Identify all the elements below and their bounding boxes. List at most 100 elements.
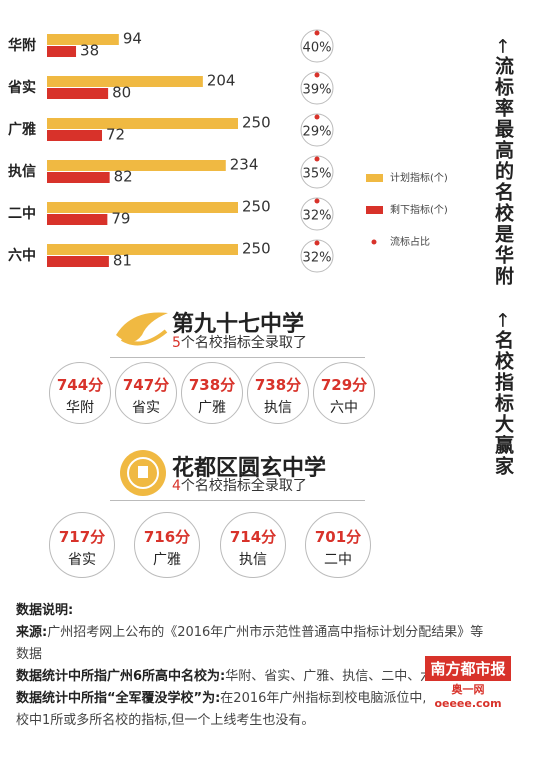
target-school: 六中 <box>330 400 358 416</box>
value-label: 250 <box>242 198 271 216</box>
score-circle: 729分六中 <box>313 362 375 424</box>
ratio-circle <box>300 29 334 63</box>
ratio-label: 39% <box>303 83 332 98</box>
bar <box>47 160 226 171</box>
ratio-label: 35% <box>303 167 332 182</box>
target-school: 省实 <box>132 400 160 416</box>
subtitle-text: 个名校指标全录取了 <box>180 478 307 494</box>
bar <box>47 46 77 57</box>
score: 717分 <box>58 528 106 546</box>
subtitle-text: 个名校指标全录取了 <box>180 335 307 351</box>
score-circle: 738分执信 <box>247 362 309 424</box>
ratio-label: 32% <box>303 209 332 224</box>
score: 716分 <box>143 528 191 546</box>
score-circle: 747分省实 <box>115 362 177 424</box>
target-school: 广雅 <box>153 552 181 568</box>
note-label: 来源: <box>16 625 48 640</box>
value-label: 72 <box>106 126 125 144</box>
school-name: 第九十七中学 <box>172 312 305 337</box>
value-label: 79 <box>111 210 130 228</box>
target-school: 二中 <box>324 552 352 568</box>
bar <box>47 88 109 99</box>
value-label: 234 <box>230 156 259 174</box>
target-school: 执信 <box>264 400 292 416</box>
bar <box>47 214 108 225</box>
score: 738分 <box>188 376 236 394</box>
target-school: 执信 <box>239 552 267 568</box>
score-circle: 701分二中 <box>305 512 371 578</box>
bar <box>47 118 238 129</box>
legend-marker <box>366 174 383 182</box>
ratio-circle <box>300 71 334 105</box>
value-label: 250 <box>242 114 271 132</box>
score: 747分 <box>122 376 170 394</box>
bar-chart: 华附 94 38 40% 省实 204 80 39% 广雅 250 72 29% 执信 234 82 35% 二… <box>7 29 448 273</box>
note-label: 数据统计中所指“全军覆没学校”为: <box>16 691 221 706</box>
note-text: 华附、省实、广雅、执信、二中、六中 <box>225 669 447 684</box>
school-logo <box>120 450 166 496</box>
legend-marker <box>371 239 377 245</box>
ratio-circle <box>300 113 334 147</box>
score-circle: 738分广雅 <box>181 362 243 424</box>
target-school: 省实 <box>68 552 96 568</box>
category-label: 二中 <box>8 205 36 222</box>
target-school: 华附 <box>66 400 94 416</box>
count: 5 <box>172 335 181 351</box>
score: 714分 <box>229 528 277 546</box>
logo: 南方都市报 奥一网 oeeee.com <box>425 656 511 710</box>
bar <box>47 244 238 255</box>
ratio-dot <box>314 114 320 120</box>
logo-name: 南方都市报 <box>425 656 511 681</box>
score: 744分 <box>56 376 104 394</box>
legend-label: 计划指标(个) <box>390 171 448 184</box>
ratio-dot <box>314 156 320 162</box>
score-circle: 714分执信 <box>220 512 286 578</box>
school-logo <box>116 312 168 346</box>
score: 738分 <box>254 376 302 394</box>
divider <box>110 357 365 358</box>
legend-label: 剩下指标(个) <box>390 203 448 216</box>
score: 729分 <box>320 376 368 394</box>
ratio-dot <box>314 30 320 36</box>
bar <box>47 172 110 183</box>
ratio-dot <box>314 72 320 78</box>
bar <box>47 76 203 87</box>
logo-site: 奥一网 oeeee.com <box>434 683 502 710</box>
value-label: 81 <box>113 252 132 270</box>
category-label: 省实 <box>7 79 36 96</box>
category-label: 广雅 <box>8 121 36 138</box>
divider <box>110 500 365 501</box>
legend-label: 流标占比 <box>390 235 430 248</box>
score-circle: 716分广雅 <box>134 512 200 578</box>
value-label: 38 <box>80 42 99 60</box>
note-text: 在2016年广州指标到校电脑派位中,抢到6所名校中1所或多所名校的指标,但一个上… <box>16 691 487 728</box>
side-text: 流标率最高的名校是华附 <box>492 55 514 287</box>
school-subtitle: 5个名校指标全录取了 <box>172 332 307 352</box>
score-circle: 744分华附 <box>49 362 111 424</box>
value-label: 82 <box>114 168 133 186</box>
target-school: 广雅 <box>198 400 226 416</box>
category-label: 六中 <box>8 247 36 264</box>
value-label: 94 <box>123 30 142 48</box>
note-label: 数据统计中所指广州6所高中名校为: <box>16 669 226 684</box>
side-note: ←流标率最高的名校是华附 <box>492 38 514 287</box>
ratio-label: 29% <box>303 125 332 140</box>
bar <box>47 202 238 213</box>
category-label: 执信 <box>8 163 36 180</box>
school-subtitle: 4个名校指标全录取了 <box>172 475 307 495</box>
ratio-label: 32% <box>303 251 332 266</box>
value-label: 250 <box>242 240 271 258</box>
bar <box>47 130 103 141</box>
category-label: 华附 <box>8 37 36 54</box>
score: 701分 <box>314 528 362 546</box>
notes: 数据说明: 来源:广州招考网上公布的《2016年广州市示范性普通高中指标计划分配… <box>16 600 496 732</box>
side-text: 名校指标大赢家 <box>492 329 514 477</box>
note-text: 广州招考网上公布的《2016年广州市示范性普通高中指标计划分配结果》等数据 <box>16 625 484 662</box>
count: 4 <box>172 478 181 494</box>
side-note: ←名校指标大赢家 <box>492 312 514 477</box>
bar <box>47 256 109 267</box>
score-circle: 717分省实 <box>49 512 115 578</box>
notes-title: 数据说明: <box>16 603 74 618</box>
ratio-label: 40% <box>303 41 332 56</box>
